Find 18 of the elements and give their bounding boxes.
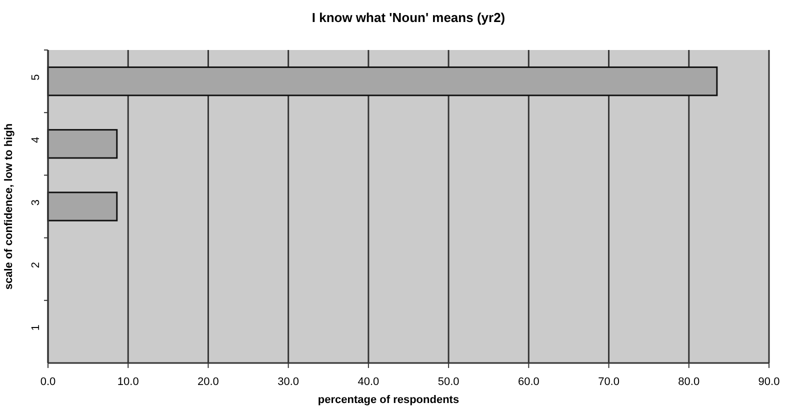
y-tick-label: 3: [30, 199, 42, 206]
x-tick-label: 60.0: [518, 376, 540, 388]
x-tick-label: 80.0: [678, 376, 700, 388]
x-tick-label: 30.0: [278, 376, 300, 388]
x-tick-label: 90.0: [758, 376, 780, 388]
x-axis-title: percentage of respondents: [318, 394, 460, 406]
x-tick-label: 10.0: [117, 376, 139, 388]
x-tick-label: 70.0: [598, 376, 620, 388]
x-tick-label: 40.0: [358, 376, 380, 388]
x-tick-label: 20.0: [198, 376, 219, 388]
y-tick-label: 4: [30, 136, 42, 143]
y-tick-label: 1: [30, 324, 42, 331]
x-tick-label: 0.0: [40, 376, 56, 388]
y-tick-label: 5: [30, 74, 42, 80]
y-axis-title: scale of confidence, low to high: [3, 123, 15, 290]
x-tick-label: 50.0: [438, 376, 460, 388]
y-tick-label: 2: [30, 262, 42, 268]
chart-title: I know what 'Noun' means (yr2): [312, 10, 506, 25]
